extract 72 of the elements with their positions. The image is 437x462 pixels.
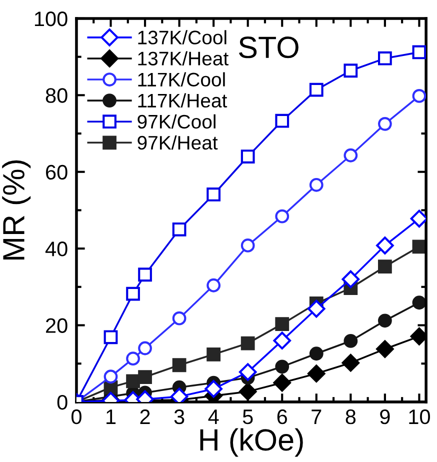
x-tick-label: 4 xyxy=(208,410,219,424)
y-tick-label: 0 xyxy=(57,394,68,410)
legend-label: 137K/Heat xyxy=(138,51,228,66)
point xyxy=(309,82,324,97)
point xyxy=(206,188,221,202)
point xyxy=(275,360,290,374)
point xyxy=(240,238,255,252)
point xyxy=(412,45,426,60)
point xyxy=(378,260,392,274)
point xyxy=(138,341,152,356)
legend-label: 117K/Cool xyxy=(138,72,225,87)
point xyxy=(238,382,257,400)
point xyxy=(307,364,326,382)
point xyxy=(342,354,360,372)
point xyxy=(104,370,118,384)
point xyxy=(240,150,255,164)
point xyxy=(344,334,358,348)
point xyxy=(342,270,360,288)
legend-label: 137K/Cool xyxy=(138,30,226,44)
x-tick-label: 9 xyxy=(380,409,390,424)
point xyxy=(273,332,292,350)
point xyxy=(307,300,326,318)
point xyxy=(412,240,426,254)
legend-label: 97K/Cool xyxy=(138,114,216,129)
x-tick-label: 1 xyxy=(106,410,116,424)
point xyxy=(206,347,221,362)
point xyxy=(206,278,221,292)
point xyxy=(204,380,222,398)
point xyxy=(138,268,152,282)
point xyxy=(126,374,140,388)
legend-label: 97K/Heat xyxy=(138,135,218,150)
x-tick-label: 7 xyxy=(312,410,322,424)
y-tick-label: 80 xyxy=(46,88,68,103)
point xyxy=(309,346,324,361)
point xyxy=(376,236,394,254)
x-tick-label: 3 xyxy=(174,409,184,424)
point xyxy=(344,64,358,78)
x-tick-label: 5 xyxy=(242,410,253,424)
point xyxy=(275,209,290,224)
x-axis-title: H (kOe) xyxy=(200,428,303,457)
point xyxy=(240,336,255,350)
point xyxy=(104,330,118,344)
point xyxy=(172,222,186,236)
point xyxy=(309,178,324,192)
y-axis-title: MR (%) xyxy=(2,160,31,260)
point xyxy=(412,88,426,103)
point xyxy=(376,340,394,358)
x-tick-label: 8 xyxy=(346,409,356,424)
point xyxy=(172,311,186,326)
point xyxy=(344,148,358,162)
point xyxy=(412,296,426,310)
x-tick-label: 10 xyxy=(409,409,430,424)
point xyxy=(172,358,186,372)
y-tick-label: 60 xyxy=(46,164,68,180)
x-tick-label: 2 xyxy=(140,409,150,424)
legend-label: 117K/Heat xyxy=(138,93,228,108)
point xyxy=(378,116,392,131)
point xyxy=(126,352,140,366)
annotation: STO xyxy=(239,36,298,58)
point xyxy=(378,314,392,328)
x-tick-label: 0 xyxy=(71,409,82,424)
y-tick-label: 20 xyxy=(46,318,68,333)
point xyxy=(378,51,392,66)
x-tick-label: 6 xyxy=(277,409,287,424)
point xyxy=(126,286,140,301)
y-tick-label: 100 xyxy=(34,11,68,26)
point xyxy=(275,317,290,332)
point xyxy=(273,374,292,392)
y-tick-label: 40 xyxy=(45,242,68,256)
point xyxy=(238,363,257,381)
point xyxy=(138,370,152,384)
point xyxy=(275,114,290,128)
